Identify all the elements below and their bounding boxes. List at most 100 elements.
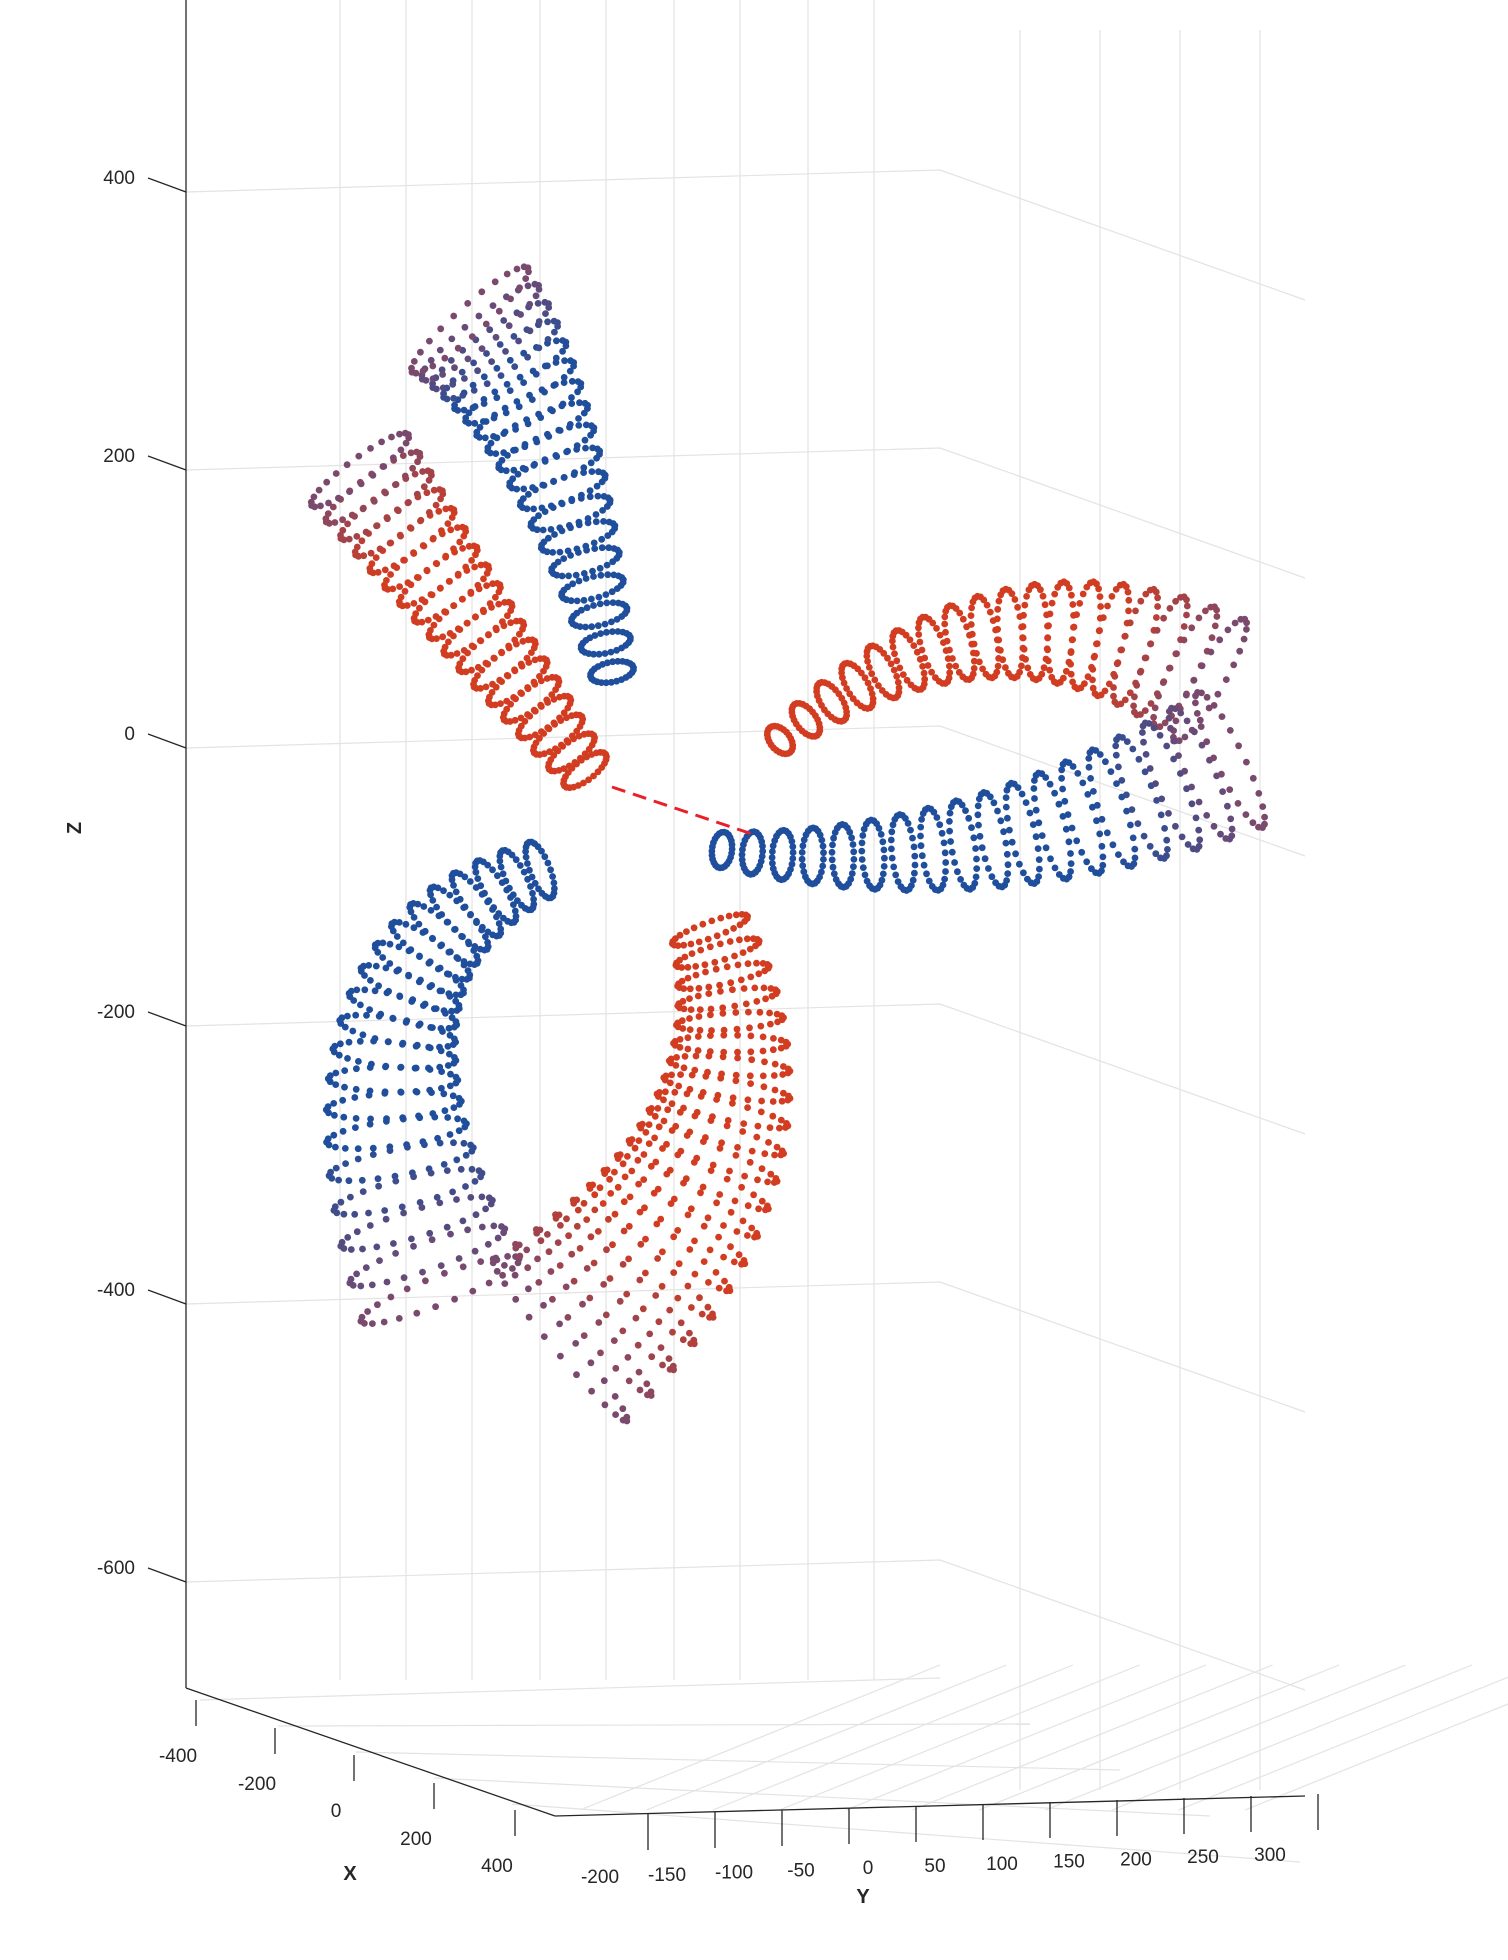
blade-point <box>910 642 918 649</box>
blade-point <box>878 687 886 694</box>
blade-point <box>1121 696 1129 704</box>
blade-point <box>392 1177 400 1185</box>
blade-point <box>330 1048 338 1056</box>
blade-point <box>468 1165 476 1173</box>
blade-point <box>731 1002 739 1010</box>
blade-point <box>407 449 415 457</box>
blade-point <box>576 711 584 719</box>
blade-point <box>642 1269 649 1277</box>
blade-point <box>382 1063 389 1071</box>
blade-point <box>586 1185 594 1192</box>
blade-point <box>552 686 559 693</box>
blade-point <box>694 1047 702 1054</box>
blade-point <box>403 1017 411 1025</box>
blade-point <box>910 843 918 851</box>
blade-point <box>665 1355 673 1362</box>
blade-point <box>368 560 376 568</box>
blade-point <box>1198 662 1206 670</box>
blade-point <box>590 772 597 780</box>
blade-point <box>1108 593 1116 600</box>
blade-point <box>448 872 456 880</box>
blade-point <box>524 420 532 428</box>
blade-point <box>748 1056 756 1064</box>
blade-point <box>640 1151 648 1158</box>
blade-point <box>591 1206 599 1214</box>
blade-point <box>478 1193 486 1201</box>
blade-point <box>1035 675 1043 682</box>
blade-point <box>1051 789 1058 797</box>
blade-point <box>761 1150 769 1158</box>
blade-point <box>829 863 837 871</box>
blade-point <box>458 368 466 376</box>
blade-point <box>1058 774 1065 782</box>
blade-point <box>731 1197 739 1205</box>
blade-point <box>613 677 620 685</box>
blade-point <box>669 1328 676 1336</box>
blade-point <box>1127 821 1134 829</box>
blade-point <box>422 1277 429 1285</box>
blade-point <box>1152 780 1159 787</box>
blade-point <box>397 532 404 540</box>
blade-point <box>482 683 490 691</box>
blade-point <box>404 1143 411 1151</box>
blade-point <box>890 863 898 871</box>
blade-point <box>1098 867 1105 875</box>
blade-point <box>1073 611 1080 618</box>
blade-point <box>410 358 418 365</box>
blade-point <box>342 1160 349 1167</box>
blade-point <box>909 834 916 842</box>
blade-point <box>723 963 731 971</box>
blade-point <box>1155 692 1162 700</box>
blade-point <box>355 452 363 460</box>
blade-point <box>414 458 421 466</box>
blade-point <box>462 1183 469 1190</box>
blade-point <box>737 976 745 984</box>
blade-point <box>485 1279 493 1287</box>
blade-point <box>1004 861 1012 869</box>
blade-point <box>1109 841 1117 849</box>
blade-point <box>1122 583 1130 591</box>
blade-point <box>474 672 481 679</box>
blade-point <box>1198 689 1205 697</box>
blade-point <box>1188 624 1196 632</box>
blade-point <box>1183 717 1191 725</box>
blade-point <box>607 1190 615 1197</box>
blade-point <box>500 430 508 437</box>
blade-point <box>424 467 432 475</box>
blade-point <box>946 669 954 677</box>
blade-point <box>437 495 444 503</box>
blade-point <box>387 571 394 578</box>
blade-point <box>941 620 949 628</box>
blade-point <box>588 595 595 603</box>
blade-point <box>353 533 361 540</box>
blade-point <box>576 1245 584 1252</box>
blade-point <box>357 1001 364 1009</box>
blade-point <box>587 431 594 439</box>
blade-point <box>952 662 960 670</box>
blade-point <box>477 1173 484 1181</box>
blade-point <box>1163 836 1171 844</box>
blade-point <box>360 962 367 970</box>
floor-gridline <box>511 1803 1301 1863</box>
blade-point <box>486 600 494 607</box>
blade-point <box>332 1143 339 1151</box>
blade-point <box>417 976 424 984</box>
blade-point <box>439 1028 446 1035</box>
blade-point <box>565 572 572 580</box>
blade-point <box>446 630 454 637</box>
blade-point <box>644 1391 651 1399</box>
blade-point <box>902 815 909 822</box>
blade-point <box>707 1032 714 1039</box>
blade-point <box>446 578 453 585</box>
blade-point <box>769 1112 777 1120</box>
blade-point <box>505 598 513 606</box>
blade-point <box>333 1209 341 1217</box>
blade-point <box>1040 664 1048 672</box>
blade-point <box>1172 822 1179 830</box>
blade-point <box>427 356 435 364</box>
blade-point <box>759 1072 767 1080</box>
blade-point <box>766 1124 774 1131</box>
blade-point <box>534 300 542 307</box>
blade-point <box>654 1255 661 1262</box>
blade-point <box>429 380 436 388</box>
